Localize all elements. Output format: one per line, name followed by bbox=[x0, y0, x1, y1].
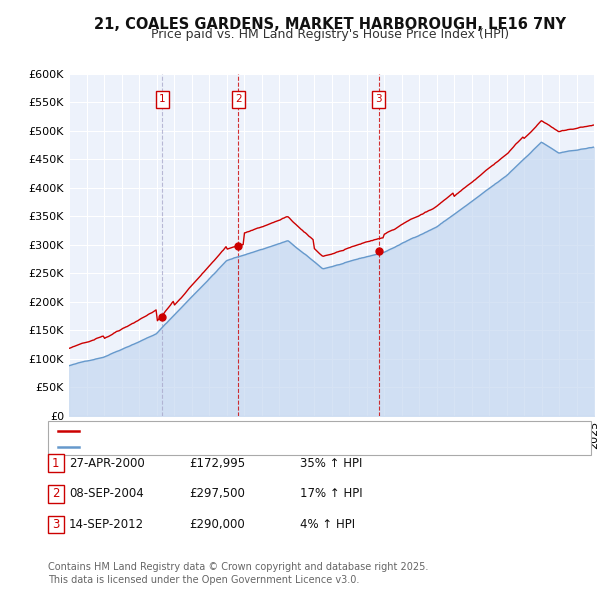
Text: 2: 2 bbox=[52, 487, 59, 500]
Text: 21, COALES GARDENS, MARKET HARBOROUGH, LE16 7NY: 21, COALES GARDENS, MARKET HARBOROUGH, L… bbox=[94, 17, 566, 31]
Text: £297,500: £297,500 bbox=[189, 487, 245, 500]
Text: Price paid vs. HM Land Registry's House Price Index (HPI): Price paid vs. HM Land Registry's House … bbox=[151, 28, 509, 41]
Text: 21, COALES GARDENS, MARKET HARBOROUGH, LE16 7NY (detached house): 21, COALES GARDENS, MARKET HARBOROUGH, L… bbox=[82, 426, 506, 436]
Text: Contains HM Land Registry data © Crown copyright and database right 2025.
This d: Contains HM Land Registry data © Crown c… bbox=[48, 562, 428, 585]
Text: 3: 3 bbox=[376, 94, 382, 104]
Text: 3: 3 bbox=[52, 518, 59, 531]
Text: HPI: Average price, detached house, Harborough: HPI: Average price, detached house, Harb… bbox=[82, 442, 355, 452]
Text: 14-SEP-2012: 14-SEP-2012 bbox=[69, 518, 144, 531]
Text: 1: 1 bbox=[159, 94, 166, 104]
Text: 1: 1 bbox=[52, 457, 59, 470]
Text: 35% ↑ HPI: 35% ↑ HPI bbox=[300, 457, 362, 470]
Text: 4% ↑ HPI: 4% ↑ HPI bbox=[300, 518, 355, 531]
Text: £290,000: £290,000 bbox=[189, 518, 245, 531]
Text: 17% ↑ HPI: 17% ↑ HPI bbox=[300, 487, 362, 500]
Text: 2: 2 bbox=[235, 94, 242, 104]
Text: 08-SEP-2004: 08-SEP-2004 bbox=[69, 487, 144, 500]
Text: 27-APR-2000: 27-APR-2000 bbox=[69, 457, 145, 470]
Text: £172,995: £172,995 bbox=[189, 457, 245, 470]
